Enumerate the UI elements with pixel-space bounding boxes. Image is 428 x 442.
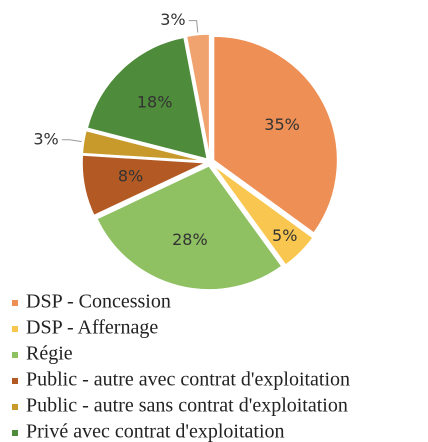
legend-swatch <box>12 300 18 306</box>
legend-swatch <box>12 378 18 384</box>
leader-line <box>61 139 82 143</box>
legend-swatch <box>12 404 18 410</box>
pie-slice <box>212 35 339 235</box>
pie-slice <box>95 164 283 291</box>
legend-label: Public - autre avec contrat d'exploitati… <box>26 369 350 391</box>
pie-slice <box>81 129 207 163</box>
legend-label: Privé avec contrat d'exploitation <box>26 421 285 442</box>
leader-line <box>188 20 199 33</box>
data-label: 8% <box>118 167 143 186</box>
legend-label: DSP - Affernage <box>26 317 158 339</box>
data-label: 5% <box>272 226 297 245</box>
legend-label: Régie <box>26 343 73 365</box>
legend-swatch <box>12 326 18 332</box>
legend-swatch <box>12 430 18 436</box>
data-label: 35% <box>264 115 300 134</box>
legend-label: DSP - Concession <box>26 291 171 313</box>
data-label: 28% <box>172 230 208 249</box>
pie-slice <box>185 33 211 159</box>
data-label: 3% <box>160 10 185 29</box>
data-label: 18% <box>137 93 173 112</box>
pie-slice <box>86 36 209 161</box>
data-label: 3% <box>33 129 58 148</box>
pie-slice <box>212 164 315 267</box>
pie-slice <box>81 154 207 217</box>
legend-label: Public - autre sans contrat d'exploitati… <box>26 395 348 417</box>
legend-swatch <box>12 352 18 358</box>
